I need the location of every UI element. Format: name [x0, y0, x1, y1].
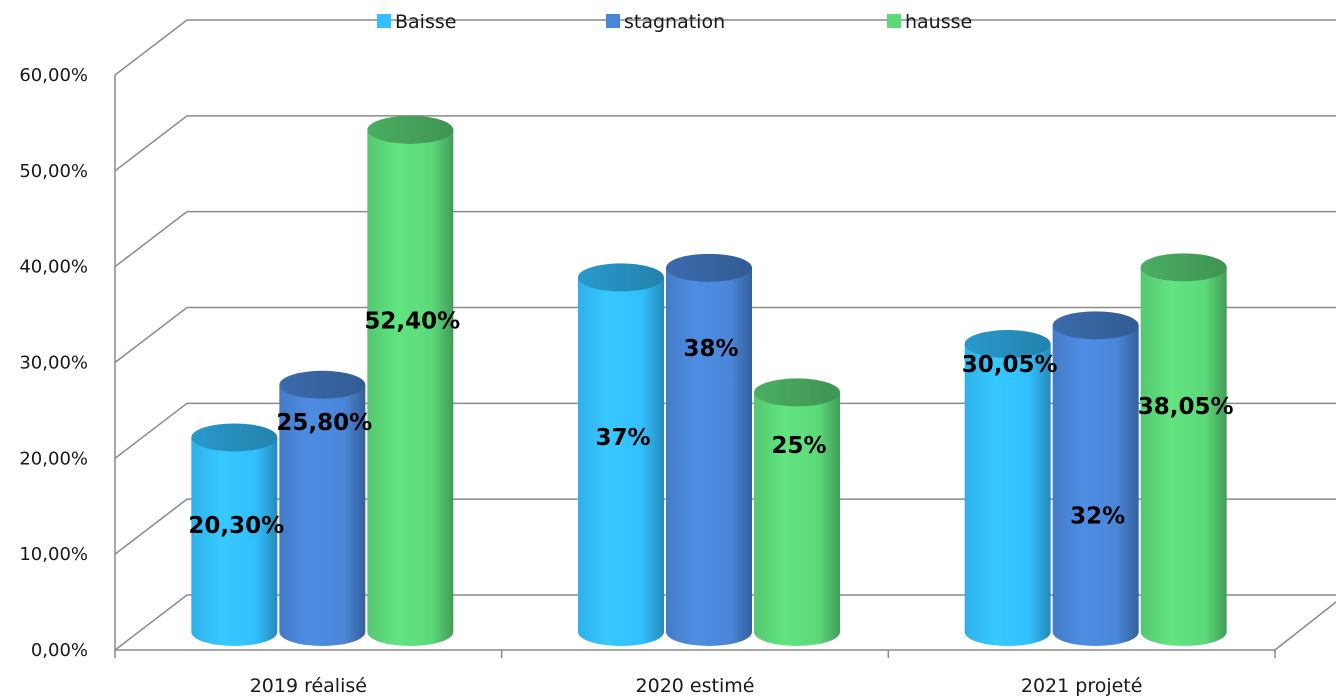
bar-baisse-1 [578, 263, 664, 646]
data-label: 32% [1070, 503, 1125, 529]
gridline [114, 210, 1336, 268]
y-tick-label: 40,00% [19, 257, 88, 278]
legend-label: hausse [905, 11, 972, 33]
legend-item-baisse: Baisse [377, 11, 456, 33]
bar-top [279, 370, 366, 399]
legend-label: stagnation [624, 11, 725, 33]
data-label: 25% [771, 433, 826, 459]
bar-body [1140, 267, 1227, 647]
bar-top [578, 263, 664, 292]
data-label: 52,40% [364, 309, 460, 335]
bar-body [666, 267, 752, 646]
legend-label: Baisse [395, 11, 456, 33]
gridline [114, 594, 1336, 651]
axis-layer: 0,00% 10,00% 20,00% 30,00% 40,00% 50,00% 60,00… [19, 65, 1276, 697]
bar-body [578, 277, 664, 646]
bar-hausse-0 [367, 115, 454, 647]
legend-swatch [377, 14, 391, 28]
bar-body [1052, 325, 1139, 647]
bar-top [1052, 311, 1139, 340]
bars-layer [191, 115, 1227, 647]
bar-hausse-1 [754, 378, 840, 646]
data-labels-layer: 20,30% 25,80% 52,40% 37% 38% 25% 30,05% 32% 38,0… [188, 309, 1233, 539]
bar-top [754, 378, 840, 407]
gridline [114, 306, 1336, 364]
y-tick-label: 50,00% [19, 161, 88, 182]
data-label: 20,30% [188, 513, 284, 539]
bar-body [191, 437, 278, 646]
category-label: 2020 estimé [636, 675, 755, 697]
data-label: 38,05% [1138, 394, 1234, 420]
y-tick-label: 30,00% [19, 353, 88, 374]
bar-baisse-2 [964, 330, 1051, 646]
bar-top [666, 253, 752, 282]
gridline [114, 115, 1336, 172]
data-label: 25,80% [276, 410, 372, 436]
legend: Baisse stagnation hausse [377, 11, 972, 33]
bar-stagnation-1 [666, 253, 752, 646]
gridline [114, 402, 1336, 459]
grid-layer [114, 19, 1336, 651]
gridline [114, 498, 1336, 555]
bar-top [1140, 253, 1227, 282]
bar-stagnation-0 [279, 370, 366, 647]
category-label: 2021 projeté [1021, 675, 1143, 697]
bar-top [964, 330, 1051, 359]
data-label: 37% [595, 425, 650, 451]
legend-item-stagnation: stagnation [606, 11, 725, 33]
legend-swatch [606, 14, 620, 28]
bar-baisse-0 [191, 423, 278, 646]
bar-body [367, 129, 454, 647]
bar-body [754, 392, 840, 646]
bar-body [279, 384, 366, 647]
bar-hausse-2 [1140, 253, 1227, 647]
bar-body [964, 344, 1051, 646]
y-tick-label: 0,00% [31, 640, 88, 661]
bar-top [191, 423, 278, 452]
legend-swatch [887, 14, 901, 28]
y-tick-label: 10,00% [19, 544, 88, 565]
gridline [114, 19, 1336, 76]
category-label: 2019 réalisé [250, 675, 367, 697]
legend-item-hausse: hausse [887, 11, 972, 33]
bar-top [367, 115, 454, 144]
bar-stagnation-2 [1052, 311, 1139, 647]
y-tick-label: 60,00% [19, 65, 88, 86]
floor-edge [1274, 601, 1336, 651]
data-label: 38% [683, 336, 738, 362]
data-label: 30,05% [962, 352, 1058, 378]
y-tick-label: 20,00% [19, 448, 88, 469]
